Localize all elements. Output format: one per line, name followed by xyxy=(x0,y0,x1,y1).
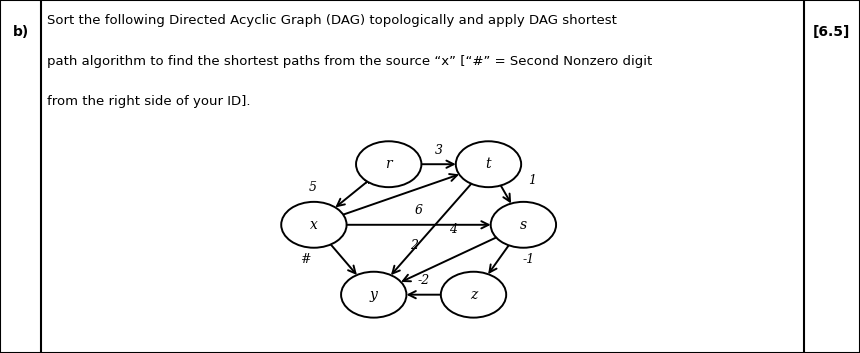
Ellipse shape xyxy=(281,202,347,248)
Text: r: r xyxy=(385,157,392,171)
Text: y: y xyxy=(370,288,378,302)
Text: -2: -2 xyxy=(417,274,430,287)
Text: #: # xyxy=(361,174,372,187)
Text: s: s xyxy=(519,218,527,232)
Text: 1: 1 xyxy=(528,174,536,187)
Text: [6.5]: [6.5] xyxy=(813,25,851,39)
Ellipse shape xyxy=(441,272,507,318)
Text: 2: 2 xyxy=(410,239,418,252)
Text: 4: 4 xyxy=(449,223,457,236)
Text: t: t xyxy=(486,157,491,171)
Text: 3: 3 xyxy=(434,144,443,157)
Text: #: # xyxy=(300,253,310,266)
Ellipse shape xyxy=(456,141,521,187)
Ellipse shape xyxy=(356,141,421,187)
Text: z: z xyxy=(470,288,477,302)
Text: -1: -1 xyxy=(522,253,535,266)
Ellipse shape xyxy=(491,202,556,248)
Text: path algorithm to find the shortest paths from the source “x” [“#” = Second Nonz: path algorithm to find the shortest path… xyxy=(47,55,653,68)
Text: x: x xyxy=(310,218,318,232)
Ellipse shape xyxy=(341,272,407,318)
Text: 6: 6 xyxy=(415,204,422,217)
Text: from the right side of your ID].: from the right side of your ID]. xyxy=(47,95,251,108)
Text: 5: 5 xyxy=(309,181,316,194)
Text: Sort the following Directed Acyclic Graph (DAG) topologically and apply DAG shor: Sort the following Directed Acyclic Grap… xyxy=(47,14,617,27)
Text: b): b) xyxy=(13,25,28,39)
